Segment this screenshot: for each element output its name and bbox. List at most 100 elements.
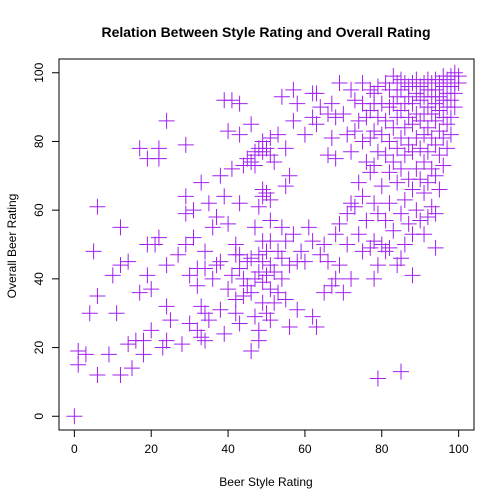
x-axis-label: Beer Style Rating [219, 475, 312, 489]
data-point [247, 309, 263, 325]
data-point [209, 257, 225, 273]
data-point [447, 99, 463, 115]
data-point [182, 267, 198, 283]
data-point [378, 147, 394, 163]
data-point [262, 233, 278, 249]
data-point [282, 319, 298, 335]
data-point [266, 154, 282, 170]
data-point [262, 212, 278, 228]
data-point [397, 237, 413, 253]
data-point [255, 274, 271, 290]
data-point [224, 92, 240, 108]
data-point [393, 364, 409, 380]
data-point [324, 130, 340, 146]
data-point [224, 267, 240, 283]
data-point [159, 257, 175, 273]
data-point [347, 92, 363, 108]
data-point [328, 109, 344, 125]
data-point [70, 343, 86, 359]
data-point [451, 75, 467, 91]
x-tick-label: 60 [298, 442, 312, 456]
data-point [255, 144, 271, 160]
data-point [370, 370, 386, 386]
data-point [443, 92, 459, 108]
data-point [355, 188, 371, 204]
data-point [212, 302, 228, 318]
data-point [335, 285, 351, 301]
data-point [247, 271, 263, 287]
data-point [274, 219, 290, 235]
data-point [320, 147, 336, 163]
data-point [393, 82, 409, 98]
x-axis: 0 20 40 60 80 100 [71, 430, 469, 456]
data-point [262, 257, 278, 273]
data-point [293, 243, 309, 259]
data-point [416, 154, 432, 170]
data-point [155, 340, 171, 356]
data-point [397, 192, 413, 208]
data-point [324, 278, 340, 294]
data-point [178, 206, 194, 222]
y-tick-label: 20 [32, 341, 46, 355]
data-point [182, 316, 198, 332]
data-point [412, 92, 428, 108]
data-point [420, 209, 436, 225]
data-point [332, 216, 348, 232]
data-point [343, 144, 359, 160]
data-point [401, 216, 417, 232]
data-point [262, 130, 278, 146]
data-point [332, 257, 348, 273]
data-point [412, 113, 428, 129]
data-point [316, 285, 332, 301]
y-tick-label: 60 [32, 203, 46, 217]
y-tick-label: 80 [32, 134, 46, 148]
data-point [212, 168, 228, 184]
data-point [228, 291, 244, 307]
data-point [251, 199, 267, 215]
data-point [397, 147, 413, 163]
data-point [216, 326, 232, 342]
data-point [320, 106, 336, 122]
data-point [405, 267, 421, 283]
chart-title: Relation Between Style Rating and Overal… [101, 24, 430, 40]
data-point [285, 113, 301, 129]
data-point [251, 247, 267, 263]
data-point [212, 254, 228, 270]
data-point [366, 157, 382, 173]
data-point [332, 75, 348, 91]
data-point [143, 281, 159, 297]
data-point [443, 78, 459, 94]
data-point [401, 137, 417, 153]
data-point [405, 116, 421, 132]
data-point [197, 243, 213, 259]
data-point [308, 319, 324, 335]
data-point [424, 199, 440, 215]
data-point [243, 343, 259, 359]
data-point [259, 305, 275, 321]
data-point [408, 161, 424, 177]
data-point [259, 140, 275, 156]
data-point [228, 305, 244, 321]
data-point [266, 264, 282, 280]
data-point [201, 312, 217, 328]
data-point [262, 312, 278, 328]
data-point [82, 305, 98, 321]
data-point [439, 72, 455, 88]
data-point [381, 99, 397, 115]
data-point [420, 120, 436, 136]
data-point [220, 281, 236, 297]
data-point [339, 206, 355, 222]
data-point [370, 78, 386, 94]
data-point [420, 144, 436, 160]
data-point [389, 140, 405, 156]
data-point [193, 175, 209, 191]
data-point [70, 357, 86, 373]
data-point [285, 82, 301, 98]
data-point [412, 140, 428, 156]
data-point [312, 99, 328, 115]
data-point [151, 230, 167, 246]
data-point [401, 89, 417, 105]
data-point [124, 360, 140, 376]
data-point [151, 140, 167, 156]
